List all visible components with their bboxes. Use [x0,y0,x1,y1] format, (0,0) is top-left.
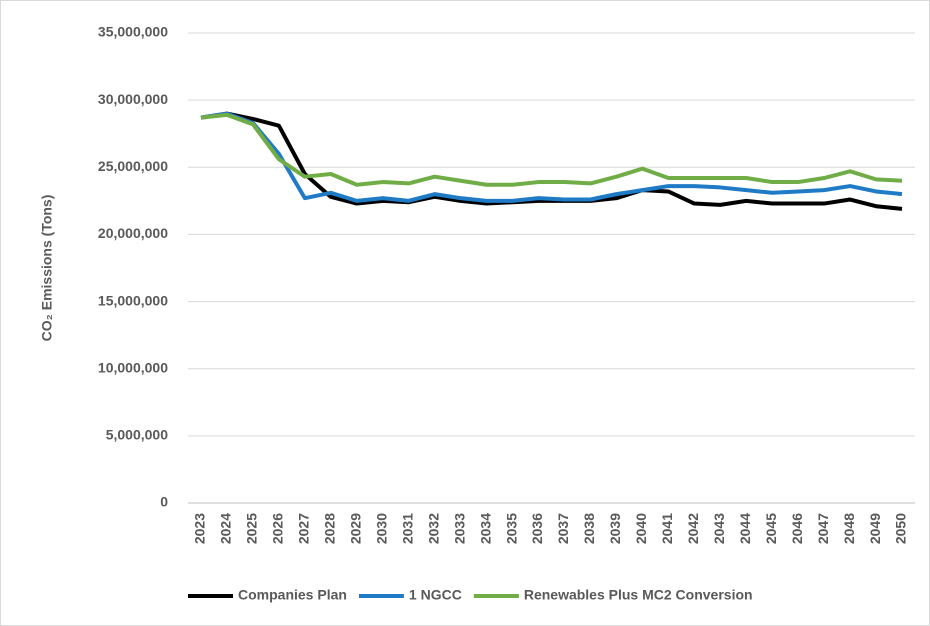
x-tick-label: 2034 [477,513,493,544]
y-tick-label: 25,000,000 [98,158,168,174]
x-tick-label: 2047 [815,513,831,544]
series-line [200,111,903,211]
x-tick-label: 2025 [244,513,260,544]
x-tick-label: 2029 [347,513,363,544]
x-tick-label: 2045 [763,513,779,544]
x-tick-label: 2042 [685,513,701,544]
x-tick-label: 2033 [451,513,467,544]
x-tick-label: 2048 [841,513,857,544]
x-tick-label: 2026 [270,513,286,544]
y-tick-label: 0 [160,494,168,510]
x-tick-label: 2037 [555,513,571,544]
x-tick-label: 2032 [425,513,441,544]
x-tick-label: 2040 [633,513,649,544]
x-tick-label: 2030 [373,513,389,544]
x-tick-label: 2049 [867,513,883,544]
x-tick-label: 2031 [399,513,415,544]
y-axis-label: CO₂ Emissions (Tons) [39,195,55,342]
x-tick-label: 2038 [581,513,597,544]
x-tick-label: 2041 [659,513,675,544]
x-tick-label: 2036 [529,513,545,544]
x-tick-label: 2035 [503,513,519,544]
y-tick-label: 20,000,000 [98,225,168,241]
y-tick-label: 15,000,000 [98,292,168,308]
x-tick-label: 2028 [322,513,338,544]
x-tick-label: 2024 [218,513,234,544]
y-tick-label: 30,000,000 [98,91,168,107]
y-tick-label: 10,000,000 [98,359,168,375]
x-tick-label: 2050 [893,513,909,544]
x-tick-label: 2046 [789,513,805,544]
y-tick-label: 5,000,000 [106,427,168,443]
x-tick-label: 2023 [192,513,208,544]
legend-label: 1 NGCC [409,587,462,603]
y-tick-label: 35,000,000 [98,24,168,40]
legend-label: Renewables Plus MC2 Conversion [524,587,753,603]
series-line [200,112,903,187]
x-tick-label: 2027 [296,513,312,544]
x-tick-label: 2044 [737,513,753,544]
x-tick-label: 2043 [711,513,727,544]
legend-label: Companies Plan [238,587,347,603]
x-tick-label: 2039 [607,513,623,544]
series-line [200,111,903,203]
